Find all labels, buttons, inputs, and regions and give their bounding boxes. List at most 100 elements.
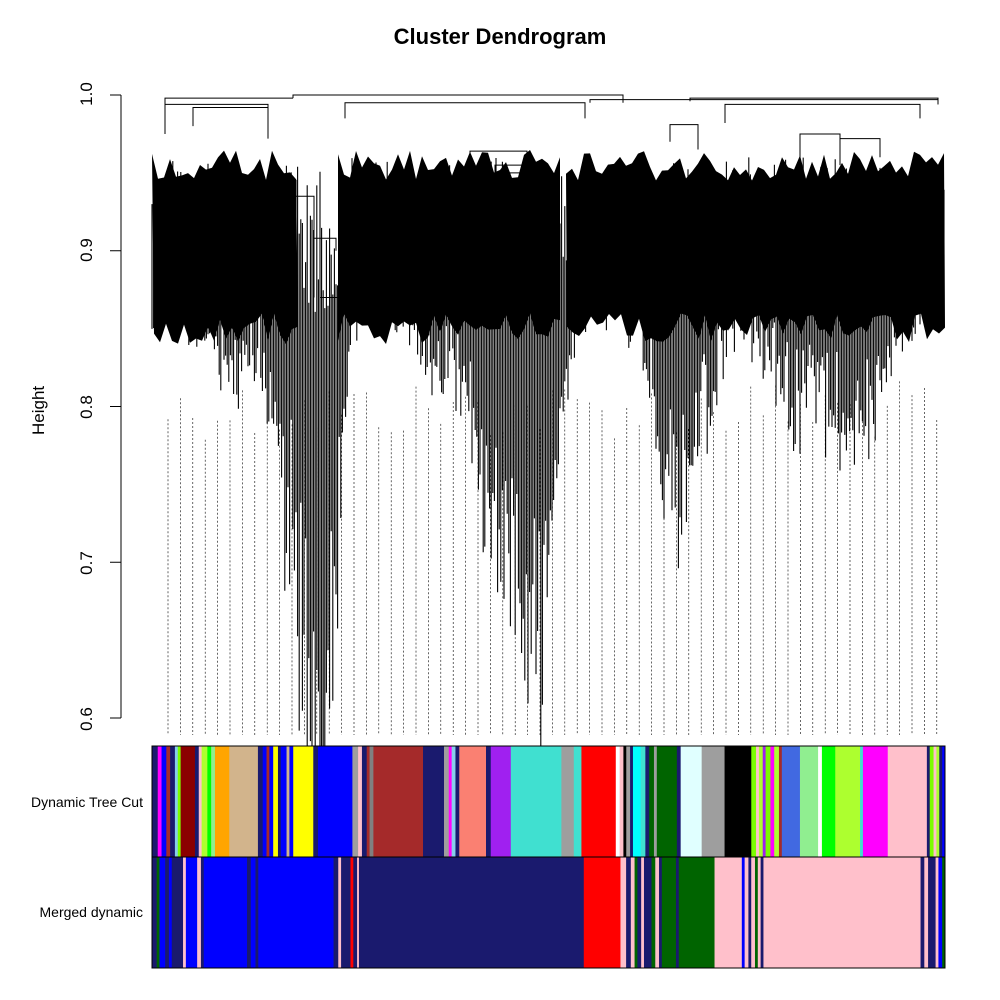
color-bar-segment (626, 857, 632, 968)
color-bar-segment (161, 746, 167, 857)
color-bar-segment (637, 857, 642, 968)
color-bar-segment (676, 746, 682, 857)
color-bar-segment (369, 746, 374, 857)
color-bar-segment (273, 746, 279, 857)
color-row-label-dynamic-tree-cut: Dynamic Tree Cut (30, 794, 143, 810)
color-bar-segment (935, 857, 939, 968)
color-bar-segment (651, 857, 656, 968)
color-bar-segment (751, 746, 757, 857)
color-bar-segment (201, 746, 208, 857)
dendrogram-merge-bracket (313, 237, 337, 298)
dendrogram-cluster-body (338, 150, 560, 344)
color-bar-segment (250, 857, 256, 968)
color-bar-segment (701, 746, 725, 857)
color-bar-segment (318, 746, 353, 857)
color-bar-segment (744, 857, 749, 968)
color-bar-segment (247, 857, 252, 968)
color-bar-segment (630, 857, 635, 968)
color-bar-segment (358, 857, 585, 968)
color-bar-segment (653, 746, 658, 857)
color-bar-segment (451, 746, 456, 857)
color-bar-segment (170, 746, 176, 857)
color-row-label-merged-dynamic: Merged dynamic (39, 904, 144, 920)
color-bar-segment (933, 746, 937, 857)
color-bar-segment (159, 857, 166, 968)
color-bar-segment (862, 746, 889, 857)
dendrogram-merge-bracket (724, 103, 921, 124)
color-bar-segment (634, 857, 638, 968)
color-bar-segment (510, 746, 562, 857)
color-bar-segment (659, 857, 663, 968)
color-bar-segment (200, 857, 205, 968)
color-bar-segment (929, 746, 934, 857)
color-bar-segment (762, 746, 766, 857)
color-bar-segment (313, 746, 319, 857)
color-bar-segment (641, 857, 645, 968)
color-bar-segment (821, 746, 836, 857)
color-bar-segment (198, 746, 203, 857)
color-bar-segment (289, 746, 294, 857)
color-bar-segment (623, 746, 627, 857)
color-bar-segment (156, 857, 160, 968)
color-bar-segment (757, 857, 762, 968)
color-bar-segment (939, 746, 943, 857)
color-bar-segment (926, 746, 931, 857)
dendrogram-merge-bracket (509, 172, 551, 189)
color-bar-segment (770, 746, 775, 857)
color-bar-segment (459, 746, 487, 857)
dendrogram-merge-bracket (494, 164, 528, 181)
color-bar-segment (763, 857, 921, 968)
color-bar-segment (286, 746, 290, 857)
color-bar-segment (207, 746, 212, 857)
color-bar-segment (293, 746, 314, 857)
color-bar-segment (778, 746, 783, 857)
color-bar-segment (942, 746, 946, 857)
color-bar-segment (165, 857, 170, 968)
dendrogram-merge-bracket (799, 133, 841, 166)
color-bar-segment (257, 746, 264, 857)
color-bar-segment (920, 857, 925, 968)
color-bar-segment (280, 746, 287, 857)
color-bar-segment (748, 857, 752, 968)
color-bar-segment (258, 857, 334, 968)
color-bar-segment (760, 857, 764, 968)
color-bar-segment (444, 746, 450, 857)
dendrogram-merge-bracket (689, 97, 939, 105)
color-bar-segment (645, 746, 650, 857)
color-bar-segment (620, 857, 627, 968)
color-bar-segment (758, 746, 764, 857)
color-bar-segment (423, 746, 445, 857)
dendrogram-merge-bracket (292, 94, 624, 103)
color-bar-segment (266, 746, 270, 857)
color-bar-segment (490, 746, 512, 857)
color-bar-segment (561, 746, 575, 857)
color-bar-segment (615, 746, 620, 857)
color-bar-segment (177, 746, 182, 857)
color-bar-segment (168, 857, 173, 968)
color-bar-segment (573, 746, 582, 857)
color-bar-segment (486, 746, 492, 857)
color-bar-segment (350, 857, 354, 968)
color-bar-segment (928, 857, 936, 968)
color-bar-segment (373, 746, 424, 857)
color-bar-segment (366, 746, 370, 857)
color-bar-segment (765, 746, 771, 857)
dendrogram-merge-bracket (279, 195, 315, 243)
chart-title: Cluster Dendrogram (393, 24, 607, 49)
color-bar-segment (361, 746, 368, 857)
dendrogram-merge-bracket (344, 102, 586, 119)
color-bar-segment (455, 746, 460, 857)
color-bar-segment (799, 746, 819, 857)
color-bar-segment (338, 857, 342, 968)
dendrogram-merge-bracket (669, 124, 699, 150)
dendrogram-merge-bracket (164, 97, 293, 105)
dendrogram-cluster-body (152, 150, 298, 345)
color-bar-segment (352, 746, 359, 857)
color-bar-segment (632, 746, 641, 857)
color-bar-segment (333, 857, 339, 968)
color-bar-segment (661, 857, 677, 968)
color-bar-segment (194, 746, 200, 857)
color-bar-segment (724, 746, 752, 857)
color-bar-segment (675, 857, 680, 968)
